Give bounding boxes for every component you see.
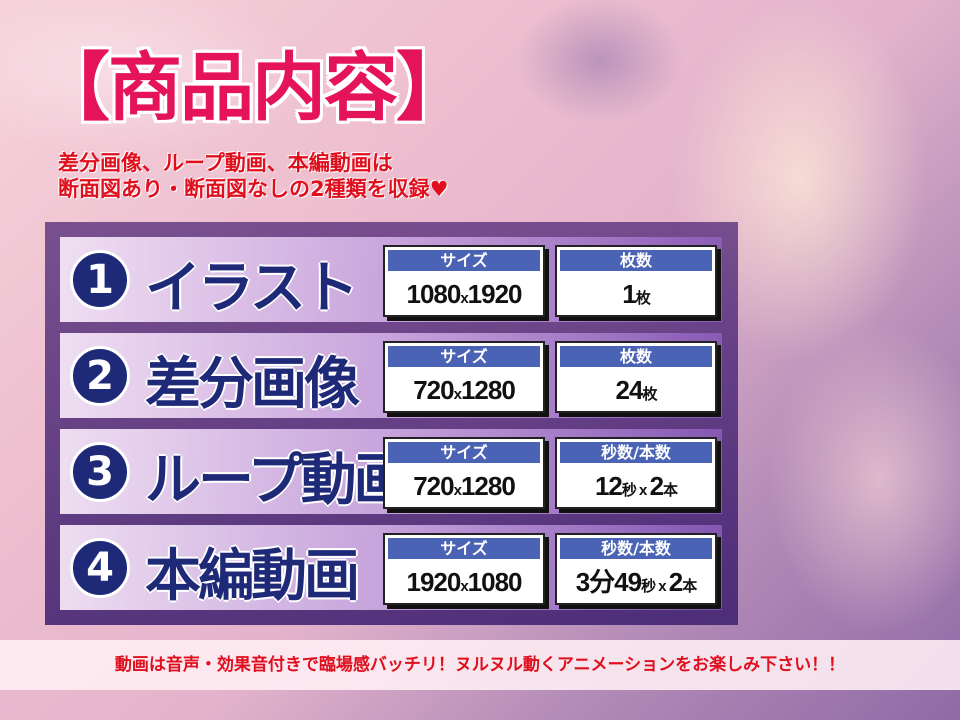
size-box: サイズ 1080x1920 xyxy=(383,245,545,317)
value-main: 1080 xyxy=(406,279,461,309)
product-label: 差分画像 xyxy=(145,351,360,417)
product-row: 2 差分画像 サイズ 720x1280 枚数 24枚 xyxy=(60,333,722,418)
box-header: 枚数 xyxy=(560,250,712,271)
value-unit: 枚 xyxy=(635,290,651,307)
box-value: 3分49秒 x 2本 xyxy=(557,562,715,607)
count-box: 秒数/本数 3分49秒 x 2本 xyxy=(555,533,717,605)
number-circle-icon: 2 xyxy=(70,346,130,406)
value-unit: x xyxy=(460,578,468,595)
box-value: 720x1280 xyxy=(385,370,543,415)
value-main: 720 xyxy=(413,471,454,501)
value-unit: 秒 x xyxy=(621,482,650,499)
value-second: 1080 xyxy=(467,567,523,597)
value-second: 1920 xyxy=(467,279,523,309)
value-second: 2 xyxy=(668,567,684,597)
value-main: 1 xyxy=(622,279,637,309)
subtitle-line-1: 差分画像、ループ動画、本編動画は xyxy=(58,151,393,175)
number-circle-icon: 1 xyxy=(70,250,130,310)
box-header: サイズ xyxy=(388,442,540,463)
box-header: 枚数 xyxy=(560,346,712,367)
value-unit: 枚 xyxy=(642,386,657,403)
value-unit: x xyxy=(453,386,462,403)
value-unit: x xyxy=(453,482,462,499)
box-value: 1920x1080 xyxy=(385,562,543,607)
number-circle-icon: 4 xyxy=(70,538,130,598)
value-unit-2: 本 xyxy=(682,578,697,595)
value-unit: x xyxy=(460,290,468,307)
product-label: イラスト xyxy=(145,255,359,321)
value-main: 24 xyxy=(615,375,644,405)
count-box: 秒数/本数 12秒 x 2本 xyxy=(555,437,717,509)
footer-banner: 動画は音声・効果音付きで臨場感バッチリ！ヌルヌル動くアニメーションをお楽しみ下さ… xyxy=(0,640,960,690)
product-label: 本編動画 xyxy=(145,543,360,609)
size-box: サイズ 720x1280 xyxy=(383,341,545,413)
box-value: 720x1280 xyxy=(385,466,543,511)
value-main: 12 xyxy=(594,471,623,501)
value-main: 1920 xyxy=(406,567,461,597)
value-second: 1280 xyxy=(460,471,516,501)
value-main: 720 xyxy=(413,375,454,405)
value-second: 2 xyxy=(649,471,665,501)
count-box: 枚数 24枚 xyxy=(555,341,717,413)
box-header: サイズ xyxy=(388,346,540,367)
box-value: 24枚 xyxy=(557,370,715,415)
subtitle-line-2: 断面図あり・断面図なしの2種類を収録♥ xyxy=(58,177,449,201)
product-row: 4 本編動画 サイズ 1920x1080 秒数/本数 3分49秒 x 2本 xyxy=(60,525,722,610)
number-circle-icon: 3 xyxy=(70,442,130,502)
box-header: サイズ xyxy=(388,250,540,271)
box-header: サイズ xyxy=(388,538,540,559)
value-unit-2: 本 xyxy=(663,482,678,499)
page-title: 【商品内容】 xyxy=(36,45,470,131)
value-second: 1280 xyxy=(460,375,516,405)
product-panel: 1 イラスト サイズ 1080x1920 枚数 1枚 2 差分画像 サイズ 720… xyxy=(45,222,738,625)
product-label: ループ動画 xyxy=(145,447,410,513)
box-value: 12秒 x 2本 xyxy=(557,466,715,511)
count-box: 枚数 1枚 xyxy=(555,245,717,317)
value-unit: 秒 x xyxy=(641,578,669,595)
size-box: サイズ 1920x1080 xyxy=(383,533,545,605)
box-header: 秒数/本数 xyxy=(560,442,712,463)
subtitle: 差分画像、ループ動画、本編動画は 断面図あり・断面図なしの2種類を収録♥ xyxy=(58,150,448,202)
product-row: 1 イラスト サイズ 1080x1920 枚数 1枚 xyxy=(60,237,722,322)
size-box: サイズ 720x1280 xyxy=(383,437,545,509)
box-header: 秒数/本数 xyxy=(560,538,712,559)
value-main: 3分49 xyxy=(575,567,642,597)
box-value: 1枚 xyxy=(557,274,715,319)
box-value: 1080x1920 xyxy=(385,274,543,319)
product-row: 3 ループ動画 サイズ 720x1280 秒数/本数 12秒 x 2本 xyxy=(60,429,722,514)
